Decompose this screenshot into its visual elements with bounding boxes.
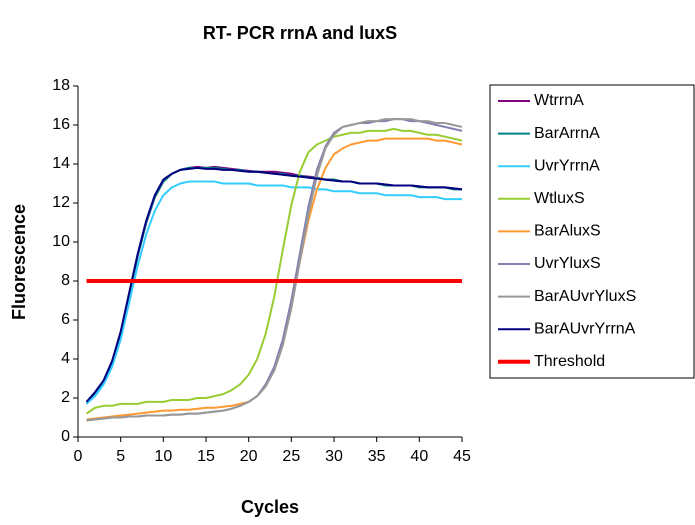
x-tick-label: 10 bbox=[154, 448, 172, 465]
legend-label: BarArrnA bbox=[534, 125, 600, 142]
legend-label: UvrYluxS bbox=[534, 255, 601, 272]
chart-title: RT- PCR rrnA and luxS bbox=[203, 23, 397, 43]
y-tick-label: 6 bbox=[61, 311, 70, 328]
legend-label: BarAUvrYluxS bbox=[534, 288, 636, 305]
x-axis-label: Cycles bbox=[241, 497, 299, 517]
y-tick-label: 0 bbox=[61, 428, 70, 445]
legend-label: WtrrnA bbox=[534, 92, 584, 109]
legend-label: BarAluxS bbox=[534, 223, 601, 240]
x-tick-label: 5 bbox=[116, 448, 125, 465]
x-tick-label: 0 bbox=[74, 448, 83, 465]
x-tick-label: 15 bbox=[197, 448, 215, 465]
series-line bbox=[86, 118, 463, 422]
x-tick-label: 45 bbox=[453, 448, 471, 465]
series-line bbox=[85, 180, 462, 405]
legend-label: BarAUvrYrrnA bbox=[534, 320, 636, 337]
x-tick-label: 30 bbox=[325, 448, 343, 465]
legend-label: WtluxS bbox=[534, 190, 585, 207]
x-tick-label: 40 bbox=[410, 448, 428, 465]
legend-label: UvrYrrnA bbox=[534, 157, 600, 174]
series-line bbox=[86, 118, 463, 422]
y-tick-label: 14 bbox=[52, 155, 70, 172]
legend-label: Threshold bbox=[534, 353, 605, 370]
y-tick-label: 16 bbox=[52, 116, 70, 133]
x-tick-label: 20 bbox=[240, 448, 258, 465]
y-axis-label: Fluorescence bbox=[9, 204, 29, 320]
series-line bbox=[85, 166, 463, 403]
x-tick-label: 25 bbox=[282, 448, 300, 465]
x-tick-label: 35 bbox=[368, 448, 386, 465]
y-tick-label: 18 bbox=[52, 77, 70, 94]
y-tick-label: 2 bbox=[61, 389, 70, 406]
y-tick-label: 12 bbox=[52, 194, 70, 211]
y-tick-label: 10 bbox=[52, 233, 70, 250]
series-line bbox=[85, 127, 463, 415]
y-tick-label: 8 bbox=[61, 272, 70, 289]
y-tick-label: 4 bbox=[61, 350, 70, 367]
